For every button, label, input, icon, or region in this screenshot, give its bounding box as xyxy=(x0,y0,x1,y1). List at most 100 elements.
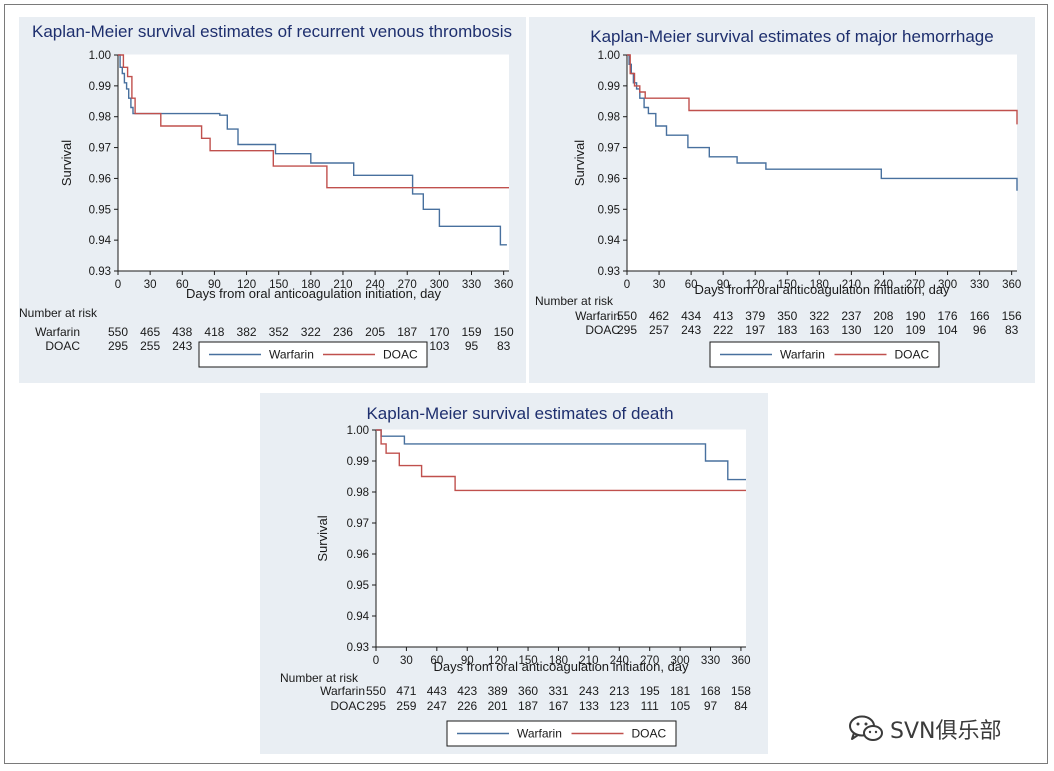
y-tick-label: 0.97 xyxy=(598,143,620,155)
y-tick-label: 0.95 xyxy=(598,204,620,216)
risk-value: 243 xyxy=(172,339,192,353)
x-tick-label: 270 xyxy=(906,279,925,291)
risk-value: 255 xyxy=(140,339,160,353)
x-tick-label: 330 xyxy=(970,279,989,291)
y-tick-label: 0.94 xyxy=(347,611,370,623)
risk-value: 168 xyxy=(701,684,721,698)
y-tick-label: 0.97 xyxy=(347,518,369,530)
risk-value: 226 xyxy=(457,699,477,713)
x-tick-label: 240 xyxy=(366,279,385,291)
x-tick-label: 60 xyxy=(176,279,189,291)
risk-value: 183 xyxy=(777,323,797,337)
risk-value: 259 xyxy=(396,699,416,713)
risk-value: 434 xyxy=(681,309,701,323)
watermark-text: SVN俱乐部 xyxy=(890,719,1002,744)
y-tick-label: 1.00 xyxy=(89,50,111,62)
risk-value: 462 xyxy=(649,309,669,323)
y-tick-label: 0.97 xyxy=(89,143,111,155)
risk-table-header: Number at risk xyxy=(535,294,614,308)
risk-value: 163 xyxy=(809,323,829,337)
x-tick-label: 120 xyxy=(237,279,256,291)
x-tick-label: 30 xyxy=(400,655,413,667)
risk-value: 111 xyxy=(641,699,660,713)
x-tick-label: 210 xyxy=(579,655,598,667)
plot-area xyxy=(376,430,746,647)
legend-label: DOAC xyxy=(383,348,418,362)
y-tick-label: 1.00 xyxy=(598,50,620,62)
risk-value: 379 xyxy=(745,309,765,323)
chart-panel-recurrent-vte: Kaplan-Meier survival estimates of recur… xyxy=(19,17,526,383)
legend-label: DOAC xyxy=(632,727,667,741)
risk-row-label: Warfarin xyxy=(320,684,365,698)
risk-table-header: Number at risk xyxy=(19,306,98,320)
risk-value: 187 xyxy=(397,325,417,339)
x-tick-label: 150 xyxy=(269,279,288,291)
x-tick-label: 90 xyxy=(208,279,221,291)
x-axis-label: Days from oral anticoagulation initiatio… xyxy=(433,659,689,674)
risk-value: 247 xyxy=(427,699,447,713)
risk-value: 84 xyxy=(734,699,748,713)
risk-value: 96 xyxy=(973,323,987,337)
y-tick-label: 0.93 xyxy=(347,642,369,654)
y-tick-label: 0.93 xyxy=(89,266,111,278)
y-axis-label: Survival xyxy=(59,140,74,186)
risk-value: 550 xyxy=(617,309,637,323)
risk-value: 158 xyxy=(731,684,751,698)
risk-value: 350 xyxy=(777,309,797,323)
chart-svg: Kaplan-Meier survival estimates of death… xyxy=(280,404,751,747)
risk-value: 187 xyxy=(518,699,538,713)
risk-value: 201 xyxy=(488,699,508,713)
y-tick-label: 0.99 xyxy=(89,81,111,93)
risk-value: 550 xyxy=(366,684,386,698)
series-line-doac xyxy=(627,54,1018,125)
risk-row-label: DOAC xyxy=(330,699,365,713)
risk-value: 471 xyxy=(396,684,416,698)
x-tick-label: 150 xyxy=(778,279,797,291)
x-tick-label: 180 xyxy=(549,655,568,667)
y-tick-label: 0.94 xyxy=(598,235,621,247)
risk-value: 167 xyxy=(548,699,568,713)
chart-title: Kaplan-Meier survival estimates of recur… xyxy=(32,22,512,41)
risk-value: 190 xyxy=(905,309,925,323)
x-tick-label: 360 xyxy=(494,279,513,291)
risk-value: 295 xyxy=(108,339,128,353)
y-tick-label: 0.98 xyxy=(347,487,369,499)
x-tick-label: 180 xyxy=(301,279,320,291)
x-tick-label: 30 xyxy=(653,279,666,291)
risk-row-label: DOAC xyxy=(585,323,620,337)
chart-title: Kaplan-Meier survival estimates of death xyxy=(366,404,673,423)
y-tick-label: 0.98 xyxy=(598,112,620,124)
x-tick-label: 360 xyxy=(731,655,750,667)
x-tick-label: 270 xyxy=(398,279,417,291)
x-tick-label: 330 xyxy=(701,655,720,667)
risk-value: 236 xyxy=(333,325,353,339)
y-tick-label: 0.99 xyxy=(598,81,620,93)
risk-value: 243 xyxy=(579,684,599,698)
plot-area xyxy=(627,55,1017,271)
x-tick-label: 300 xyxy=(430,279,449,291)
risk-value: 150 xyxy=(494,325,514,339)
chart-panel-major-hemorrhage: Kaplan-Meier survival estimates of major… xyxy=(529,17,1035,383)
x-tick-label: 120 xyxy=(746,279,765,291)
series-line-doac xyxy=(376,429,746,492)
y-tick-label: 0.95 xyxy=(89,204,111,216)
risk-value: 418 xyxy=(204,325,224,339)
x-tick-label: 120 xyxy=(488,655,507,667)
y-tick-label: 1.00 xyxy=(347,425,369,437)
x-tick-label: 180 xyxy=(810,279,829,291)
x-tick-label: 210 xyxy=(842,279,861,291)
risk-value: 465 xyxy=(140,325,160,339)
x-tick-label: 30 xyxy=(144,279,157,291)
risk-value: 360 xyxy=(518,684,538,698)
y-tick-label: 0.96 xyxy=(347,549,369,561)
risk-value: 222 xyxy=(713,323,733,337)
x-tick-label: 150 xyxy=(518,655,537,667)
x-tick-label: 300 xyxy=(671,655,690,667)
risk-value: 413 xyxy=(713,309,733,323)
risk-value: 120 xyxy=(873,323,893,337)
risk-value: 443 xyxy=(427,684,447,698)
y-tick-label: 0.98 xyxy=(89,112,111,124)
risk-value: 176 xyxy=(938,309,958,323)
risk-value: 208 xyxy=(873,309,893,323)
risk-value: 159 xyxy=(461,325,481,339)
